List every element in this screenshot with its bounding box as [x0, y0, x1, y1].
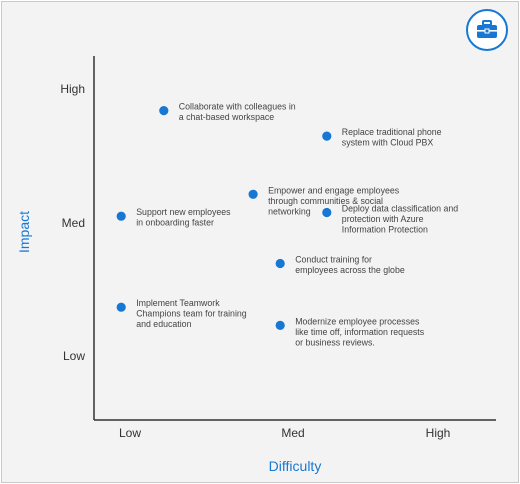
points-layer: Collaborate with colleagues in a chat-bas…	[116, 102, 458, 347]
point-label: Replace traditional phone system with Clo…	[342, 127, 442, 148]
point-label-line: Implement Teamwork	[136, 298, 220, 308]
scatter-point	[116, 211, 126, 221]
briefcase-icon-button[interactable]	[466, 9, 508, 51]
x-tick-label: High	[426, 426, 451, 440]
x-axis-title: Difficulty	[269, 458, 322, 474]
point-label-line: Information Protection	[342, 225, 428, 235]
x-tick-label: Low	[119, 426, 141, 440]
point-label-line: through communities & social	[268, 196, 383, 206]
y-tick-label: Med	[62, 216, 85, 230]
point-label: Collaborate with colleagues in a chat-bas…	[179, 102, 296, 123]
scatter-point	[322, 207, 332, 218]
scatter-point	[322, 131, 332, 141]
point-label-line: protection with Azure	[342, 214, 424, 224]
y-axis-title: Impact	[16, 211, 32, 253]
point-label-line: Collaborate with colleagues in	[179, 102, 296, 112]
point-label: Empower and engage employees through comm…	[268, 185, 400, 216]
point-label-line: Modernize employee processes	[295, 316, 420, 326]
point-label: Modernize employee processes like time of…	[295, 316, 425, 347]
scatter-point	[275, 258, 285, 269]
point-label: Deploy data classification and protection…	[342, 204, 458, 235]
y-tick-label: High	[60, 82, 85, 96]
point-label-line: Champions team for training	[136, 309, 247, 319]
point-label: Support new employees in onboarding faste…	[136, 207, 231, 228]
point-label-line: a chat-based workspace	[179, 112, 274, 122]
point-label: Conduct training for employees across the…	[295, 255, 405, 276]
point-label: Implement Teamwork Champions team for tra…	[136, 298, 247, 329]
point-label-line: in onboarding faster	[136, 218, 214, 228]
point-label-line: employees across the globe	[295, 265, 405, 275]
y-tick-label: Low	[63, 349, 85, 363]
point-label-line: networking	[268, 206, 311, 216]
briefcase-icon	[477, 20, 497, 38]
point-label-line: Deploy data classification and	[342, 204, 458, 214]
scatter-point	[116, 302, 126, 312]
scatter-point	[248, 189, 258, 199]
point-label-line: system with Cloud PBX	[342, 138, 434, 148]
point-label-line: like time off, information requests	[295, 327, 425, 337]
point-label-line: Empower and engage employees	[268, 185, 400, 195]
point-label-line: Conduct training for	[295, 255, 372, 265]
x-tick-label: Med	[281, 426, 304, 440]
point-label-line: or business reviews.	[295, 337, 375, 347]
scatter-point	[159, 106, 169, 116]
point-label-line: and education	[136, 319, 191, 329]
point-label-line: Replace traditional phone	[342, 127, 442, 137]
point-label-line: Support new employees	[136, 207, 231, 217]
scatter-point	[275, 320, 285, 330]
